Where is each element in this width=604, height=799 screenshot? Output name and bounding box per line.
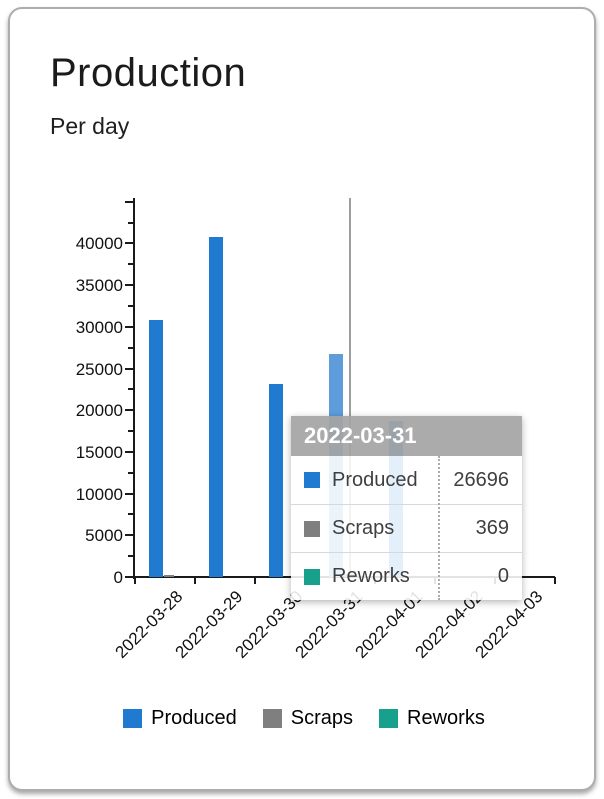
y-axis-tick — [128, 471, 133, 474]
bar-produced-2022-03-28[interactable] — [149, 320, 163, 577]
y-tick-label: 0 — [113, 568, 123, 587]
tooltip-value: 0 — [497, 565, 509, 587]
legend-label: Produced — [151, 707, 237, 729]
tooltip-label: Produced — [332, 468, 418, 491]
tooltip-label: Scraps — [332, 517, 395, 539]
tooltip-body: Produced 26696 Scraps 369 Reworks 0 — [291, 456, 522, 600]
y-tick-label: 35000 — [75, 276, 123, 296]
y-axis-tick — [125, 200, 133, 203]
chart-legend: Produced Scraps Reworks — [10, 707, 598, 730]
page-title: Production — [50, 51, 247, 95]
y-axis-tick — [128, 388, 133, 391]
y-axis-tick — [128, 555, 133, 558]
y-tick-label: 25000 — [75, 359, 123, 379]
x-axis-tick — [134, 577, 136, 584]
tooltip-label: Reworks — [332, 565, 410, 587]
y-axis-tick — [128, 513, 133, 516]
legend-label: Reworks — [407, 707, 485, 729]
y-axis-line — [133, 198, 135, 579]
tooltip-value: 26696 — [453, 468, 509, 491]
y-axis-tick — [125, 492, 133, 495]
tooltip-date-header: 2022-03-31 — [291, 416, 522, 456]
tooltip-row-produced: Produced 26696 — [291, 456, 522, 504]
x-axis-tick — [254, 577, 256, 584]
reworks-legend-swatch-icon — [379, 709, 399, 728]
y-tick-label: 30000 — [75, 317, 123, 337]
y-axis-tick — [125, 534, 133, 537]
y-axis-tick — [128, 346, 133, 349]
tooltip-value: 369 — [475, 517, 509, 539]
y-axis-tick — [128, 304, 133, 307]
legend-item-produced[interactable]: Produced — [123, 707, 237, 730]
chart-tooltip: 2022-03-31 Produced 26696 Scraps 369 Rew… — [291, 416, 522, 600]
hover-line — [349, 198, 351, 577]
tooltip-row-reworks: Reworks 0 — [291, 552, 522, 600]
legend-item-scraps[interactable]: Scraps — [262, 707, 354, 730]
y-axis-tick — [125, 284, 133, 287]
y-tick-label: 15000 — [75, 442, 123, 462]
reworks-swatch-icon — [304, 568, 320, 585]
tooltip-divider — [438, 456, 440, 600]
y-tick-label: 20000 — [75, 401, 123, 421]
y-tick-label: 40000 — [75, 234, 123, 254]
y-axis-tick — [125, 367, 133, 370]
bar-produced-2022-03-29[interactable] — [209, 236, 223, 577]
produced-legend-swatch-icon — [123, 709, 143, 728]
x-axis-tick — [554, 577, 556, 584]
y-axis-tick — [125, 325, 133, 328]
y-axis-tick — [128, 221, 133, 224]
y-tick-label: 5000 — [85, 526, 123, 546]
y-axis-tick — [128, 430, 133, 433]
legend-label: Scraps — [290, 707, 354, 729]
y-axis-tick — [128, 263, 133, 266]
y-axis-tick — [125, 242, 133, 245]
y-tick-label: 10000 — [75, 484, 123, 504]
tooltip-row-scraps: Scraps 369 — [291, 504, 522, 552]
y-axis-tick — [125, 450, 133, 453]
chart-subtitle: Per day — [50, 113, 130, 139]
scraps-swatch-icon — [304, 520, 320, 537]
produced-swatch-icon — [304, 472, 320, 488]
bar-scraps-2022-03-28[interactable] — [164, 574, 174, 577]
production-card: Production Per day 0 5000 10000 15000 20000 2… — [8, 7, 596, 791]
x-axis-tick — [194, 577, 196, 584]
legend-item-reworks[interactable]: Reworks — [379, 707, 485, 730]
scraps-legend-swatch-icon — [262, 709, 282, 728]
production-bar-chart: 0 5000 10000 15000 20000 25000 30000 35000 40000… — [10, 9, 598, 793]
y-axis-tick — [125, 409, 133, 412]
bar-produced-2022-03-30[interactable] — [269, 383, 283, 577]
